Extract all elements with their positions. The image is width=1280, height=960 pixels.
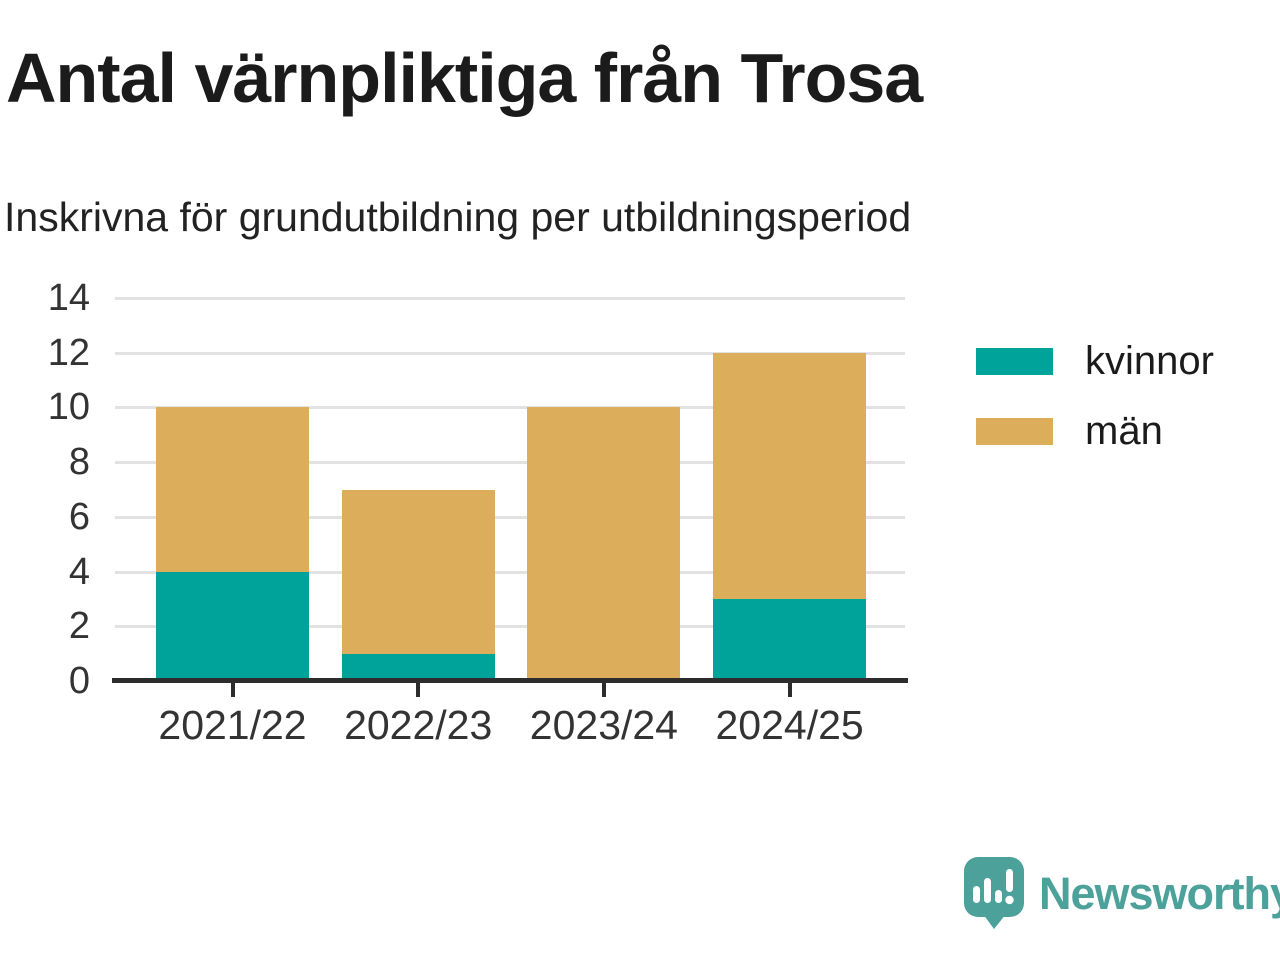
x-tick-label: 2023/24 <box>529 702 678 748</box>
y-tick-label: 8 <box>68 441 90 484</box>
y-tick-label: 12 <box>47 331 90 374</box>
gridline <box>115 461 905 465</box>
bar-segment-män-2021/22 <box>156 407 309 572</box>
legend-label-kvinnor: kvinnor <box>1085 339 1214 383</box>
legend-swatch-kvinnor <box>976 347 1053 375</box>
x-axis-tick <box>416 683 421 697</box>
newsworthy-logo-icon <box>964 857 1024 929</box>
bar-segment-män-2022/23 <box>341 489 495 654</box>
chart-subtitle: Inskrivna för grundutbildning per utbild… <box>4 194 912 240</box>
bar-segment-kvinnor-2022/23 <box>341 653 495 681</box>
y-tick-label: 14 <box>47 277 90 319</box>
plot-area <box>115 297 905 681</box>
x-axis-tick <box>787 683 792 697</box>
x-axis-line <box>112 678 908 683</box>
legend-swatch-män <box>976 417 1053 445</box>
gridline <box>115 625 905 629</box>
y-tick-label: 6 <box>68 495 90 538</box>
gridline <box>115 351 905 355</box>
gridline <box>115 515 905 519</box>
legend-label-män: män <box>1085 409 1163 453</box>
x-tick-label: 2024/25 <box>715 702 864 748</box>
x-tick-label: 2021/22 <box>158 702 307 748</box>
newsworthy-logo-text: Newsworthy <box>1039 868 1280 919</box>
bar-segment-män-2023/24 <box>527 407 681 681</box>
gridline <box>115 297 905 300</box>
y-tick-label: 4 <box>68 550 90 593</box>
legend-item-män: män <box>976 411 1214 451</box>
y-tick-label: 0 <box>68 660 90 702</box>
x-tick-label: 2022/23 <box>344 702 493 748</box>
gridline <box>115 570 905 574</box>
y-tick-label: 10 <box>47 386 90 429</box>
legend: kvinnor män <box>976 341 1214 451</box>
bar-segment-kvinnor-2021/22 <box>156 571 309 681</box>
x-axis-tick <box>601 683 606 697</box>
bar-segment-kvinnor-2024/25 <box>713 598 867 681</box>
branding: Newsworthy <box>963 856 1280 932</box>
chart-title: Antal värnpliktiga från Trosa <box>6 39 923 117</box>
legend-item-kvinnor: kvinnor <box>976 341 1214 381</box>
x-axis-tick <box>230 683 235 697</box>
gridline <box>115 406 905 410</box>
bar-segment-män-2024/25 <box>713 352 867 599</box>
y-tick-label: 2 <box>68 605 90 648</box>
